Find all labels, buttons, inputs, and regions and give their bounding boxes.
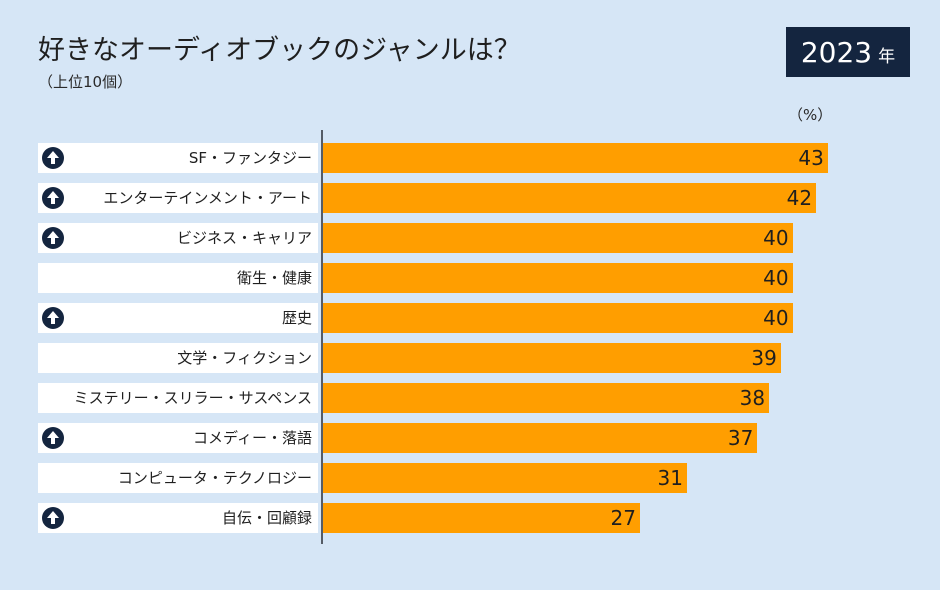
bar [323,303,793,333]
value-label: 43 [798,146,824,170]
category-label-box: ビジネス・キャリア [38,223,318,253]
bar [323,503,640,533]
value-label: 40 [763,266,789,290]
bar [323,223,793,253]
bar [323,463,687,493]
value-label: 40 [763,226,789,250]
category-label-box: 衛生・健康 [38,263,318,293]
category-label: 文学・フィクション [177,349,312,367]
category-label-box: ミステリー・スリラー・サスペンス [38,383,318,413]
value-label: 38 [739,386,766,410]
year-unit: 年 [878,46,896,67]
category-label: 衛生・健康 [236,269,312,287]
year-badge: 2023 年 [786,27,910,77]
category-label: エンターテインメント・アート [103,189,312,207]
unit-label: （%） [788,106,833,124]
axis-line [321,130,323,544]
bar [323,263,793,293]
arrow-up-circle-icon [42,507,64,529]
arrow-up-circle-icon [42,187,64,209]
chart-title: 好きなオーディオブックのジャンルは？ [38,35,521,66]
value-label: 37 [727,426,754,450]
arrow-up-circle-icon [42,307,64,329]
category-label-box: 文学・フィクション [38,343,318,373]
bar [323,183,817,213]
bar [323,143,828,173]
arrow-up-circle-icon [42,227,64,249]
category-label: 歴史 [281,309,312,327]
year-number: 2023 [800,35,873,69]
category-label-box: エンターテインメント・アート [38,183,318,213]
bar [323,423,758,453]
arrow-up-circle-icon [42,147,64,169]
value-label: 42 [786,186,813,210]
chart-subtitle: （上位10個） [38,73,133,91]
category-label: コンピュータ・テクノロジー [117,469,312,487]
arrow-up-circle-icon [42,427,64,449]
value-label: 31 [657,466,683,490]
value-label: 39 [751,346,777,370]
category-label-box: 自伝・回顧録 [38,503,318,533]
category-label: 自伝・回顧録 [221,509,312,527]
category-label-box: SF・ファンタジー [38,143,318,173]
bar [323,343,781,373]
category-label-box: コメディー・落語 [38,423,318,453]
category-label-box: コンピュータ・テクノロジー [38,463,318,493]
category-label-box: 歴史 [38,303,318,333]
value-label: 40 [763,306,789,330]
category-label: ビジネス・キャリア [176,229,312,247]
value-label: 27 [610,506,636,530]
bar [323,383,770,413]
category-label: SF・ファンタジー [188,149,312,167]
category-label: コメディー・落語 [193,429,312,447]
category-label: ミステリー・スリラー・サスペンス [73,389,312,407]
